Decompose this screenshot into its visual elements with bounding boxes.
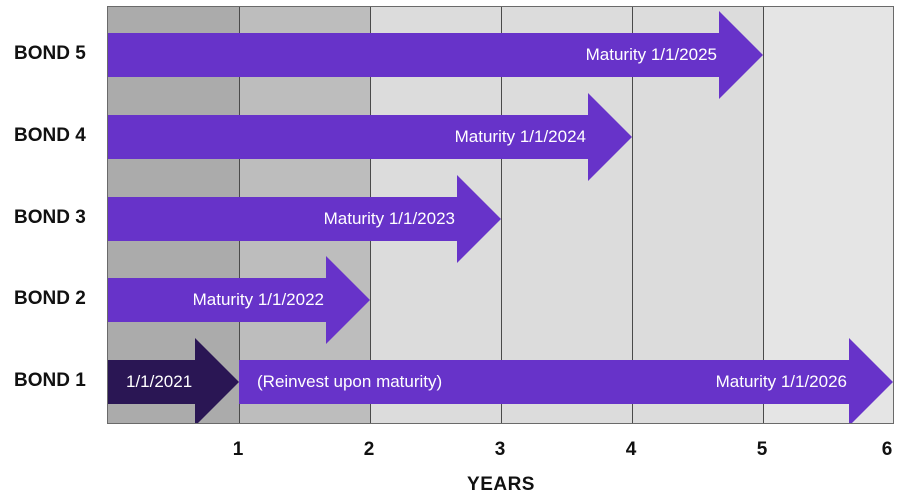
year-band-6 (763, 7, 893, 423)
bond-3-arrow-1 (108, 175, 501, 263)
row-label-bond-3: BOND 3 (14, 207, 86, 228)
bond-1-arrow-1-label: 1/1/2021 (126, 372, 193, 391)
gridline-year-3 (501, 7, 502, 423)
row-label-bond-5: BOND 5 (14, 43, 86, 64)
gridline-year-4 (632, 7, 633, 423)
x-tick-1: 1 (232, 439, 244, 460)
bond-ladder-plot: Maturity 1/1/2025 Maturity 1/1/2024 Maturi… (107, 6, 894, 424)
bond-2-arrow-1 (108, 256, 370, 344)
x-tick-5: 5 (756, 439, 768, 460)
row-label-bond-4: BOND 4 (14, 125, 86, 146)
x-tick-4: 4 (625, 439, 637, 460)
x-tick-2: 2 (363, 439, 375, 460)
row-label-bond-1: BOND 1 (14, 370, 86, 391)
bond-1-arrow-2-maturity-label: Maturity 1/1/2026 (715, 372, 847, 391)
bond-2-arrow-1-label: Maturity 1/1/2022 (192, 290, 324, 309)
x-tick-3: 3 (494, 439, 506, 460)
bond-5-arrow-1 (108, 11, 763, 99)
bond-4-arrow-1 (108, 93, 632, 181)
bond-1-arrow-2 (239, 338, 893, 423)
bond-1-arrow-1 (108, 338, 239, 423)
bond-3-arrow-1-label: Maturity 1/1/2023 (323, 209, 455, 228)
bond-1-arrow-2-label: (Reinvest upon maturity) (257, 372, 443, 391)
gridline-year-5 (763, 7, 764, 423)
x-tick-6: 6 (881, 439, 893, 460)
x-axis-title: YEARS (467, 474, 535, 495)
row-label-bond-2: BOND 2 (14, 288, 86, 309)
bond-4-arrow-1-label: Maturity 1/1/2024 (454, 127, 586, 146)
bond-5-arrow-1-label: Maturity 1/1/2025 (585, 45, 717, 64)
